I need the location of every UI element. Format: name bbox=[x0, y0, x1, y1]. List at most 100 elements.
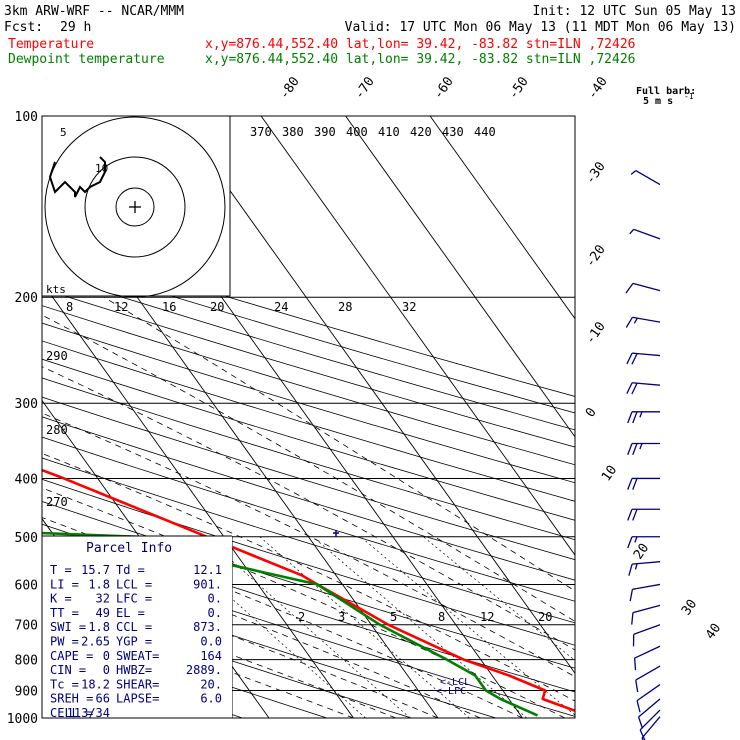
plot-frame bbox=[41, 115, 576, 719]
wind-barb bbox=[641, 716, 661, 740]
wind-barb bbox=[625, 282, 661, 294]
mixing-ratio-label: 12 bbox=[114, 300, 128, 314]
parcel-info-cell: TT = bbox=[50, 606, 79, 620]
pressure-label: 900 bbox=[15, 684, 38, 699]
parcel-info-cell: CAPE = bbox=[50, 649, 93, 663]
parcel-info-cell: LCL = bbox=[116, 577, 152, 591]
isotherm-line bbox=[176, 116, 575, 675]
diagram-grid bbox=[0, 115, 575, 719]
legend-temperature-info: x,y=876.44,552.40 lat,lon= 39.42, -83.82… bbox=[205, 37, 635, 52]
dry-adiabat-line bbox=[42, 271, 575, 431]
isotherm-label-right: 20 bbox=[631, 541, 652, 562]
parcel-info-cell: HWBZ= bbox=[116, 663, 152, 677]
theta-label: 400 bbox=[346, 125, 368, 139]
dry-adiabat-line bbox=[42, 340, 575, 502]
dewpoint-profile bbox=[42, 531, 539, 717]
pressure-label: 400 bbox=[15, 472, 38, 487]
theta-label: 380 bbox=[282, 125, 304, 139]
wind-barb bbox=[631, 604, 661, 625]
isotherm-label-top: -40 bbox=[585, 74, 611, 102]
dry-adiabat-line bbox=[42, 255, 575, 414]
parcel-marker bbox=[333, 530, 339, 537]
parcel-info-cell: LI = bbox=[50, 577, 79, 591]
parcel-info-cell: 0. bbox=[208, 592, 222, 606]
wind-barb bbox=[639, 709, 661, 740]
parcel-info-cell: LFC = bbox=[116, 592, 152, 606]
dry-adiabat-line bbox=[42, 478, 575, 646]
parcel-info-cell: CELL = bbox=[50, 706, 93, 720]
pressure-label: 1000 bbox=[7, 712, 38, 727]
mixing-ratio-label-low: 5 bbox=[390, 610, 397, 624]
mixing-ratio-label: 16 bbox=[162, 300, 176, 314]
isotherm-line bbox=[0, 116, 16, 718]
legend-dewpoint-info: x,y=876.44,552.40 lat,lon= 39.42, -83.82… bbox=[205, 52, 635, 67]
parcel-info-rows: T = 15.7 Td = 12.1 LI = 1.8 LCL = 901. K = 32 LFC … bbox=[50, 563, 222, 720]
wind-barbs bbox=[625, 170, 661, 740]
dry-adiabat-line bbox=[42, 305, 575, 466]
pressure-label: 200 bbox=[15, 291, 38, 306]
dry-adiabat-line bbox=[42, 239, 575, 397]
wind-barb bbox=[630, 170, 661, 186]
theta-label: 420 bbox=[410, 125, 432, 139]
parcel-info-cell: 113/34 bbox=[67, 706, 110, 720]
hodograph-ring-label-10: 10 bbox=[95, 162, 108, 175]
hodograph-trace bbox=[48, 156, 106, 198]
mixing-ratio-label: 32 bbox=[402, 300, 416, 314]
wind-barb bbox=[627, 536, 660, 549]
theta-label: 440 bbox=[474, 125, 496, 139]
mixing-ratio-label-low: 8 bbox=[438, 610, 445, 624]
parcel-info-cell: SWEAT= bbox=[116, 649, 159, 663]
pressure-label: 800 bbox=[15, 654, 38, 669]
isotherm-label-right: -20 bbox=[583, 242, 609, 270]
isotherm-label-top: -60 bbox=[431, 74, 457, 102]
mixing-ratio-line bbox=[360, 536, 575, 716]
mixing-ratio-label: 28 bbox=[338, 300, 352, 314]
pressure-label: 700 bbox=[15, 619, 38, 634]
wind-barb bbox=[636, 684, 661, 713]
hodograph-ring-inner bbox=[115, 187, 155, 227]
dry-adiabat-line bbox=[42, 322, 575, 484]
isotherm-label-right: 30 bbox=[679, 597, 700, 618]
mixing-ratio-label-low: 20 bbox=[538, 610, 552, 624]
parcel-info-cell: 66 bbox=[96, 692, 110, 706]
mixing-ratio-label-low: 2 bbox=[298, 610, 305, 624]
forecast-hour: 29 h bbox=[60, 20, 91, 35]
wind-barb bbox=[632, 624, 661, 647]
isotherm-line bbox=[260, 116, 575, 556]
parcel-info-cell: SHEAR= bbox=[116, 677, 159, 691]
parcel-info-cell: PW = bbox=[50, 635, 79, 649]
lcl-marker: <-LCL bbox=[440, 677, 470, 688]
parcel-info-cell: 32 bbox=[96, 592, 110, 606]
theta-label: 370 bbox=[250, 125, 272, 139]
theta-label-left: 280 bbox=[46, 423, 68, 437]
parcel-info-cell: 49 bbox=[96, 606, 110, 620]
model-title: 3km ARW-WRF -- NCAR/MMM bbox=[4, 4, 184, 19]
isotherm-label-right: -30 bbox=[583, 159, 609, 187]
forecast-label: Fcst: bbox=[4, 20, 43, 35]
parcel-info-cell: CIN = bbox=[50, 663, 86, 677]
theta-label: 410 bbox=[378, 125, 400, 139]
mixing-ratio-label: 24 bbox=[274, 300, 288, 314]
wind-barb bbox=[625, 316, 661, 328]
isotherm-line bbox=[345, 116, 575, 438]
parcel-info-cell: 2889. bbox=[186, 663, 222, 677]
pressure-axis-labels: 100 200 300 400 500 600 700 800 900 1000 bbox=[7, 110, 38, 727]
hodograph: 5 10 kts bbox=[41, 115, 231, 298]
wind-barb bbox=[635, 665, 661, 693]
dry-adiabat-line bbox=[42, 358, 575, 521]
isotherm-label-right: 10 bbox=[599, 463, 620, 484]
valid-time: Valid: 17 UTC Mon 06 May 13 (11 MDT Mon … bbox=[345, 20, 736, 35]
isotherm-label-right: 40 bbox=[703, 621, 724, 642]
pressure-label: 300 bbox=[15, 397, 38, 412]
mixing-ratio-line bbox=[312, 536, 528, 718]
lfc-marker: <-LFC bbox=[436, 686, 466, 697]
hodograph-ring-label-5: 5 bbox=[60, 126, 67, 139]
pressure-label: 100 bbox=[15, 110, 38, 125]
barb-key-title: Full barb: bbox=[636, 86, 696, 97]
parcel-info-cell: SWI = bbox=[50, 620, 86, 634]
dry-adiabat-line bbox=[42, 457, 575, 624]
parcel-info-cell: 2.65 bbox=[81, 635, 110, 649]
moist-adiabat-line bbox=[42, 452, 575, 702]
parcel-info-cell: Td = bbox=[116, 563, 145, 577]
mixing-ratio-label-low: 12 bbox=[480, 610, 494, 624]
